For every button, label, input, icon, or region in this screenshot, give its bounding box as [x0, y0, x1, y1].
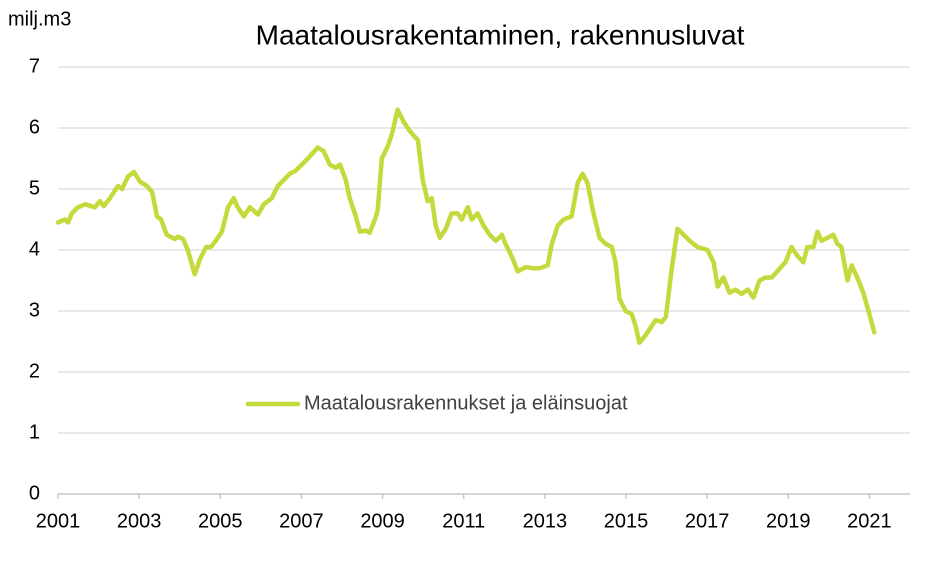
chart-title: Maatalousrakentaminen, rakennusluvat [256, 19, 745, 50]
x-tick-label: 2009 [360, 510, 405, 532]
y-tick-label: 1 [29, 421, 40, 443]
y-axis-label: milj.m3 [8, 8, 71, 30]
x-tick-label: 2011 [442, 510, 485, 532]
x-tick-label: 2015 [604, 510, 649, 532]
x-tick-label: 2003 [117, 510, 162, 532]
x-tick-label: 2013 [523, 510, 568, 532]
y-tick-label: 4 [29, 238, 40, 260]
y-tick-label: 7 [29, 55, 40, 77]
y-tick-label: 0 [29, 482, 40, 504]
data-line [55, 107, 877, 345]
x-tick-label: 2021 [847, 510, 892, 532]
x-tick-label: 2001 [36, 510, 81, 532]
y-tick-label: 6 [29, 116, 40, 138]
x-tick-label: 2007 [279, 510, 324, 532]
x-tick-label: 2019 [766, 510, 811, 532]
x-tick-label: 2005 [198, 510, 243, 532]
legend-label: Maatalousrakennukset ja eläinsuojat [304, 392, 628, 414]
x-tick-label: 2017 [685, 510, 730, 532]
y-tick-label: 2 [29, 360, 40, 382]
y-tick-label: 5 [29, 177, 40, 199]
y-tick-label: 3 [29, 299, 40, 321]
